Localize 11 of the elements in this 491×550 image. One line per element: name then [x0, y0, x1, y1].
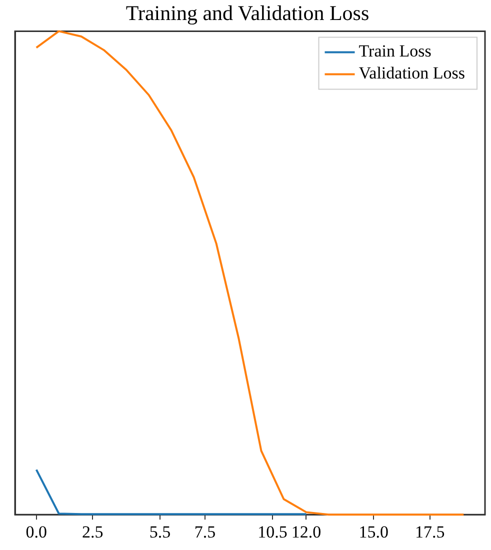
x-tick-label: 10.5 [258, 522, 288, 542]
chart-title: Training and Validation Loss [126, 1, 370, 26]
x-tick-label: 5.5 [149, 522, 171, 542]
x-tick-label: 17.5 [415, 522, 445, 542]
x-tick-label: 2.5 [82, 522, 104, 542]
legend-label: Validation Loss [358, 64, 466, 83]
legend-label: Train Loss [358, 42, 432, 61]
x-tick-label: 15.0 [358, 522, 389, 542]
x-tick-label: 12.0 [291, 522, 322, 542]
x-tick-label: 7.5 [194, 522, 216, 542]
x-tick-label: 0.0 [26, 522, 47, 542]
